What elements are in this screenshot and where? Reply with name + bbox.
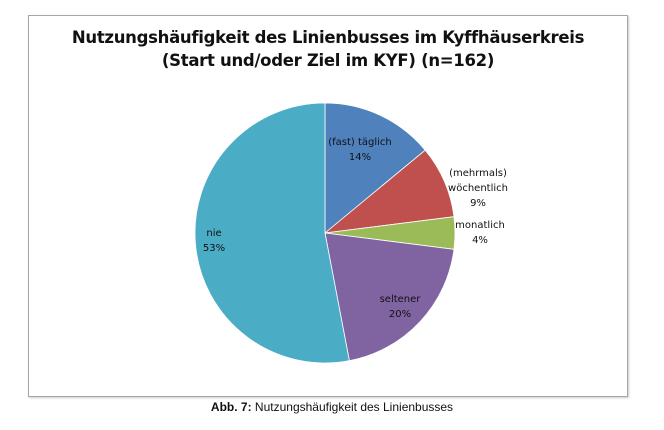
caption-text: Nutzungshäufigkeit des Linienbusses [251, 400, 454, 414]
slice-label: (fast) täglich [328, 137, 392, 148]
slice-label: wöchentlich [448, 183, 508, 194]
pie-slice [324, 102, 426, 234]
slice-percent: 9% [470, 198, 486, 209]
slice-label: seltener [380, 294, 422, 305]
figure-caption: Abb. 7: Nutzungshäufigkeit des Linienbus… [0, 400, 664, 414]
slice-percent: 53% [203, 243, 225, 254]
slice-percent: 4% [472, 235, 488, 246]
slice-percent: 20% [389, 309, 411, 320]
slice-label: nie [206, 228, 221, 239]
chart-title: Nutzungshäufigkeit des Linienbusses im K… [29, 26, 627, 72]
caption-prefix: Abb. 7: [210, 400, 252, 414]
slice-percent: 14% [349, 152, 371, 163]
slice-label: monatlich [455, 220, 505, 231]
chart-title-line1: Nutzungshäufigkeit des Linienbusses im K… [71, 28, 585, 47]
chart-title-line2: (Start und/oder Ziel im KYF) (n=162) [161, 51, 495, 70]
pie-slice [324, 232, 455, 362]
slice-label: (mehrmals) [449, 168, 507, 179]
pie-slice [194, 102, 350, 364]
